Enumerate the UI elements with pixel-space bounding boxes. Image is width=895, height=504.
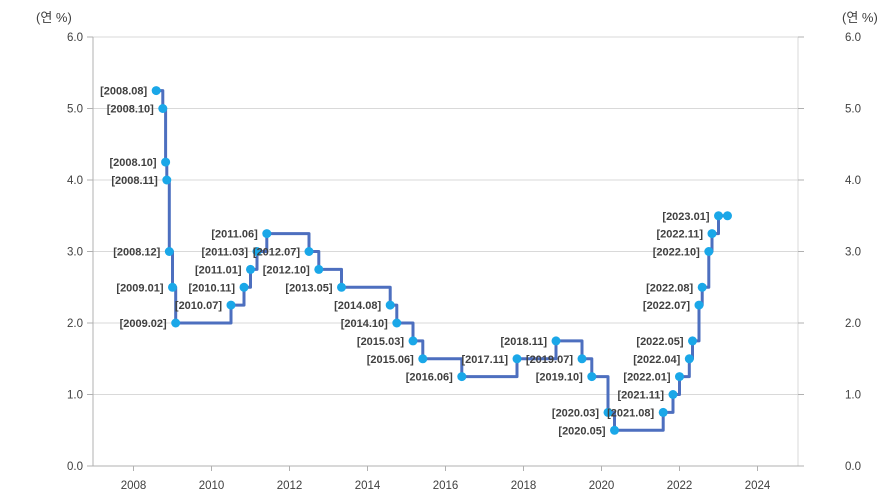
data-point [162, 175, 172, 185]
data-point-label: [2023.01] [662, 211, 709, 223]
data-point [161, 157, 171, 167]
data-point [392, 318, 402, 328]
x-tick-label: 2008 [121, 480, 147, 492]
data-point-label: [2022.11] [657, 229, 704, 241]
data-point [385, 300, 395, 310]
data-point [688, 336, 697, 346]
data-point [239, 282, 249, 292]
data-point-label: [2009.01] [116, 282, 163, 294]
y-tick-label-right: 4.0 [845, 175, 861, 187]
y-tick-label-left: 2.0 [67, 318, 83, 330]
y-tick-label-right: 1.0 [845, 390, 861, 402]
x-tick-label: 2022 [667, 480, 693, 492]
data-point-label: [2011.03] [202, 247, 249, 259]
data-point-label: [2021.11] [618, 390, 665, 402]
x-tick-label: 2014 [355, 480, 381, 492]
data-point [668, 390, 678, 399]
data-point [551, 336, 561, 346]
data-point [714, 211, 723, 221]
data-point-label: [2022.07] [643, 300, 690, 312]
data-point [262, 229, 272, 239]
data-point-label: [2022.08] [646, 282, 693, 294]
data-point [168, 282, 177, 292]
data-point [158, 104, 168, 113]
data-point-label: [2021.08] [607, 407, 654, 419]
data-point-label: [2011.01] [195, 264, 242, 276]
data-point-label: [2014.10] [341, 318, 388, 330]
data-point-label: [2009.02] [120, 318, 167, 330]
y-tick-label-right: 0.0 [845, 461, 861, 473]
data-point [164, 247, 174, 256]
data-point-label: [2022.10] [653, 247, 700, 259]
data-point-label: [2015.06] [367, 354, 414, 366]
data-point [246, 264, 255, 274]
x-tick-label: 2018 [511, 480, 537, 492]
y-tick-label-left: 3.0 [67, 247, 83, 259]
x-tick-label: 2024 [745, 480, 771, 492]
data-point [512, 354, 522, 364]
data-point-label: [2019.07] [526, 354, 573, 366]
data-point-label: [2022.05] [636, 336, 683, 348]
data-point [723, 211, 732, 221]
data-point-label: [2008.11] [111, 175, 158, 187]
y-axis-unit-left: (연 %) [36, 10, 72, 25]
data-point-label: [2022.01] [623, 372, 670, 384]
data-point-label: [2019.10] [536, 372, 583, 384]
data-point [704, 247, 714, 256]
data-point [418, 354, 428, 364]
data-point-label: [2016.06] [406, 372, 453, 384]
data-point [694, 300, 704, 310]
data-point [658, 407, 668, 417]
y-tick-label-left: 6.0 [67, 32, 83, 44]
y-tick-label-left: 4.0 [67, 175, 83, 187]
data-point-label: [2015.03] [357, 336, 404, 348]
y-tick-label-left: 1.0 [67, 390, 83, 402]
data-point-label: [2020.05] [558, 425, 605, 437]
data-point [457, 372, 467, 382]
data-point [337, 282, 346, 292]
x-tick-label: 2020 [589, 480, 615, 492]
data-point-label: [2013.05] [285, 282, 332, 294]
data-point [304, 247, 314, 256]
data-point [587, 372, 597, 382]
data-point-label: [2012.10] [263, 264, 310, 276]
data-point-label: [2014.08] [334, 300, 381, 312]
data-point-label: [2017.11] [462, 354, 509, 366]
data-point [577, 354, 587, 364]
data-point-label: [2022.04] [633, 354, 680, 366]
data-point-label: [2011.06] [211, 229, 258, 241]
y-tick-label-right: 6.0 [845, 32, 861, 44]
y-tick-label-left: 0.0 [67, 461, 83, 473]
data-point [151, 86, 161, 96]
data-point-label: [2008.10] [107, 104, 154, 116]
data-point [252, 247, 262, 256]
y-tick-label-right: 2.0 [845, 318, 861, 330]
data-point [675, 372, 684, 382]
y-tick-label-right: 5.0 [845, 104, 861, 116]
data-point-label: [2012.07] [253, 247, 300, 259]
data-point-label: [2008.10] [110, 157, 157, 169]
data-point-label: [2008.12] [113, 247, 160, 259]
data-point [226, 300, 236, 310]
data-point-label: [2010.07] [175, 300, 222, 312]
data-point-label: [2008.08] [100, 86, 147, 98]
data-point-label: [2020.03] [552, 407, 599, 419]
data-point [610, 425, 619, 435]
x-tick-label: 2010 [199, 480, 225, 492]
x-tick-label: 2016 [433, 480, 459, 492]
data-point [707, 229, 717, 239]
data-point [408, 336, 418, 346]
x-tick-label: 2012 [277, 480, 303, 492]
data-point [603, 407, 613, 417]
data-point [697, 282, 707, 292]
data-point [684, 354, 694, 364]
y-tick-label-right: 3.0 [845, 247, 861, 259]
data-point [314, 264, 324, 274]
data-point-label: [2010.11] [189, 282, 236, 294]
y-tick-label-left: 5.0 [67, 104, 83, 116]
data-point-label: [2018.11] [501, 336, 548, 348]
y-axis-unit-right: (연 %) [842, 10, 878, 25]
data-point [171, 318, 181, 328]
